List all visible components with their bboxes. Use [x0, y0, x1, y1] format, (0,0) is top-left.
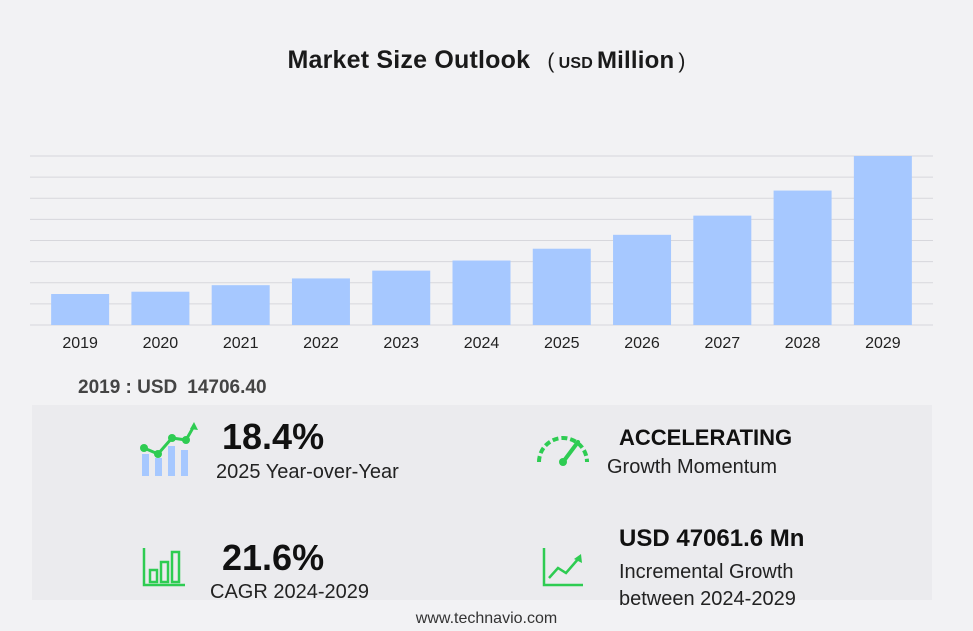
- bar-2028: [773, 190, 832, 325]
- base-year-value: 2019 : USD 14706.40: [78, 377, 267, 399]
- bar-2020: [131, 291, 190, 325]
- chart-title: Market Size Outlook (USD Million): [0, 46, 973, 75]
- bar-2026: [613, 234, 672, 325]
- bar-chart-icon: [142, 548, 185, 587]
- x-tick-label: 2020: [143, 335, 179, 352]
- bar-2019: [51, 294, 110, 325]
- x-tick-label: 2019: [62, 335, 98, 352]
- x-tick-label: 2029: [865, 335, 901, 352]
- metrics-panel: [32, 405, 932, 600]
- title-open-paren: (: [547, 50, 555, 73]
- momentum-label: Growth Momentum: [607, 456, 778, 478]
- speedometer-icon: [537, 436, 589, 466]
- incremental-heading: USD 47061.6 Mn: [619, 525, 805, 552]
- yoy-value: 18.4%: [222, 416, 325, 457]
- incremental-label-line2: between 2024-2029: [619, 588, 796, 610]
- bar-2021: [211, 285, 270, 325]
- bar-2023: [372, 270, 431, 325]
- bar-2022: [291, 278, 350, 325]
- incremental-label-line1: Incremental Growth: [619, 561, 794, 583]
- cagr-value: 21.6%: [222, 537, 325, 578]
- bar-2027: [693, 215, 752, 325]
- x-tick-label: 2025: [544, 335, 580, 352]
- base-year-number: 14706.40: [187, 377, 267, 398]
- bar-2025: [532, 248, 591, 325]
- yoy-label: 2025 Year-over-Year: [216, 461, 399, 483]
- momentum-heading: ACCELERATING: [619, 425, 793, 450]
- x-tick-label: 2028: [785, 335, 821, 352]
- line-growth-icon: [542, 548, 583, 587]
- bar-chart: 2019 2020 2021 2022 2023 2024 2025 2026 2027 2028…: [30, 155, 933, 352]
- title-main: Market Size Outlook: [287, 46, 531, 74]
- title-close-paren: ): [678, 50, 686, 73]
- title-unit-big: Million: [596, 47, 675, 74]
- bar-2029: [853, 156, 912, 325]
- x-tick-label: 2023: [383, 335, 419, 352]
- base-year-label: 2019 : USD: [78, 377, 178, 398]
- x-tick-label: 2022: [303, 335, 339, 352]
- x-tick-label: 2026: [624, 335, 660, 352]
- x-tick-label: 2021: [223, 335, 259, 352]
- x-tick-label: 2024: [464, 335, 500, 352]
- cagr-label: CAGR 2024-2029: [210, 581, 369, 603]
- x-tick-label: 2027: [705, 335, 741, 352]
- title-unit-small: USD: [558, 55, 593, 72]
- footer-website[interactable]: www.technavio.com: [415, 610, 558, 627]
- bar-2024: [452, 260, 511, 325]
- bar-trend-icon: [140, 422, 198, 476]
